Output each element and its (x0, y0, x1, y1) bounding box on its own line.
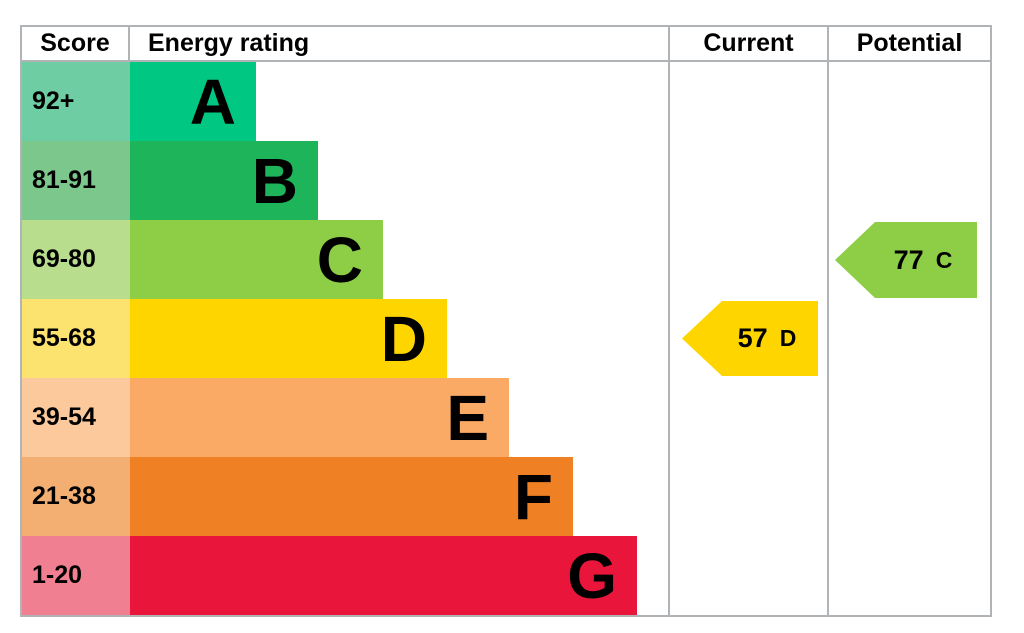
band-bar-d: D (130, 299, 447, 378)
potential-score: 77 (893, 244, 924, 275)
band-bar-e: E (130, 378, 509, 457)
current-column: 57 D (668, 62, 827, 615)
epc-table: Score Energy rating Current Potential 92… (20, 25, 992, 617)
band-letter-b: B (251, 144, 298, 217)
band-bar-b: B (130, 141, 318, 220)
score-range-f: 21-38 (22, 457, 130, 536)
score-range-d: 55-68 (22, 299, 130, 378)
band-row-b: B (130, 141, 668, 220)
band-row-c: C (130, 220, 668, 299)
potential-band-letter: C (935, 246, 953, 273)
current-band-letter: D (779, 325, 797, 351)
band-row-d: D (130, 299, 668, 378)
score-range-c: 69-80 (22, 220, 130, 299)
potential-column: 77 C (827, 62, 990, 615)
band-row-f: F (130, 457, 668, 536)
band-row-e: E (130, 378, 668, 457)
band-letter-c: C (316, 223, 363, 296)
header-current: Current (668, 27, 827, 62)
band-letter-f: F (513, 460, 553, 533)
band-letter-g: G (567, 539, 617, 612)
band-letter-a: A (189, 65, 236, 138)
current-score: 57 (737, 323, 768, 353)
band-letter-d: D (380, 302, 427, 375)
score-range-g: 1-20 (22, 536, 130, 615)
band-row-a: A (130, 62, 668, 141)
band-row-g: G (130, 536, 668, 615)
header-energy-rating: Energy rating (130, 27, 668, 62)
band-bar-g: G (130, 536, 637, 615)
current-rating-arrow: 57 D (682, 301, 818, 376)
band-bar-f: F (130, 457, 573, 536)
potential-rating-arrow: 77 C (835, 222, 977, 298)
header-score: Score (22, 27, 130, 62)
band-bar-c: C (130, 220, 383, 299)
score-range-b: 81-91 (22, 141, 130, 220)
score-range-e: 39-54 (22, 378, 130, 457)
band-letter-e: E (446, 381, 489, 454)
band-bar-a: A (130, 62, 256, 141)
score-range-a: 92+ (22, 62, 130, 141)
header-potential: Potential (827, 27, 990, 62)
